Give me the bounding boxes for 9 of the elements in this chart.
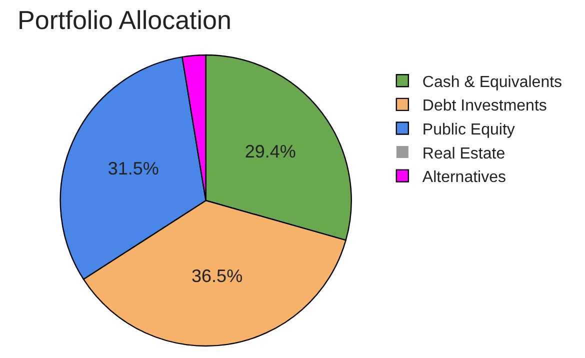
data-label: 31.5% xyxy=(108,158,159,178)
chart-title: Portfolio Allocation xyxy=(18,4,232,35)
legend-label: Debt Investments xyxy=(422,98,547,115)
legend-label: Public Equity xyxy=(422,121,515,138)
legend-label: Cash & Equivalents xyxy=(422,74,562,91)
data-label: 36.5% xyxy=(192,266,243,286)
data-label: 29.4% xyxy=(244,142,296,162)
legend-label: Alternatives xyxy=(422,169,506,186)
legend-label: Real Estate xyxy=(422,145,506,162)
